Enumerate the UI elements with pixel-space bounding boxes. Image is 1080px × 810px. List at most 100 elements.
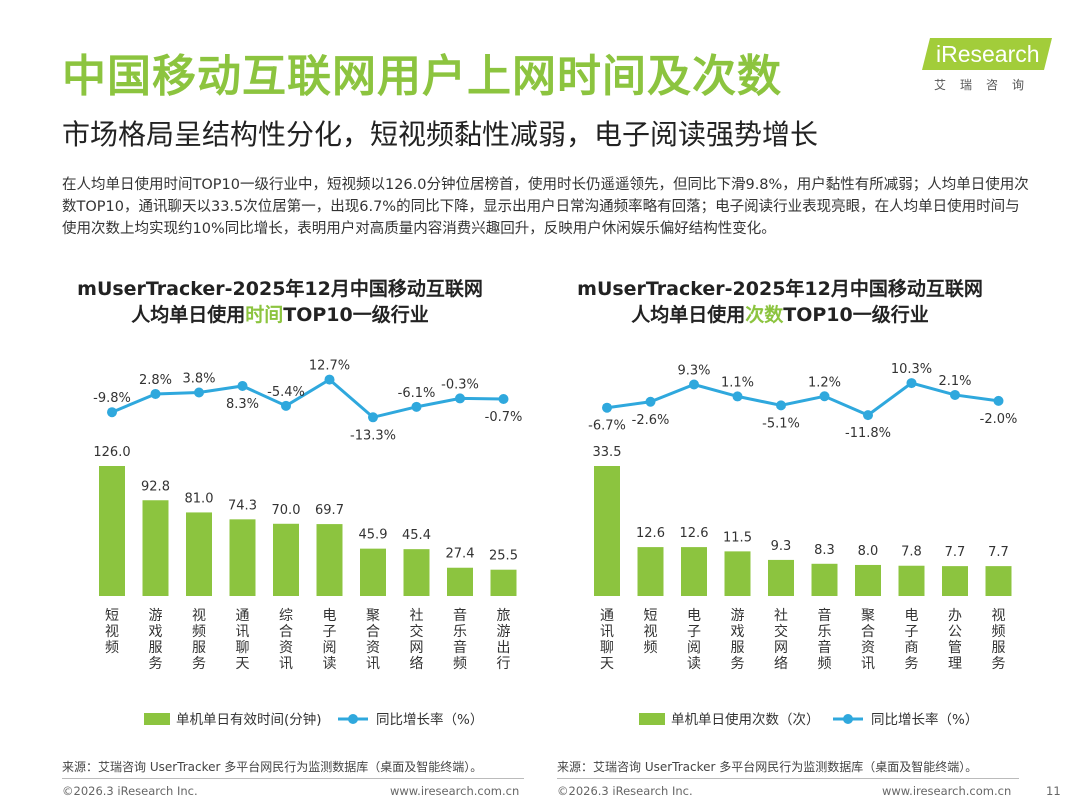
growth-point-5 <box>324 374 335 385</box>
growth-point-3 <box>237 380 248 391</box>
legend-line-marker <box>843 714 853 724</box>
footer-url-right: www.iresearch.com.cn <box>882 784 1012 798</box>
category-label-0-1: 讯 <box>600 624 614 640</box>
legend-line-marker <box>348 714 358 724</box>
growth-label-6: -13.3% <box>350 428 396 443</box>
growth-line <box>111 377 504 419</box>
growth-label-0: -6.7% <box>588 419 626 434</box>
category-label-1-2: 频 <box>644 640 658 656</box>
growth-label-7: -6.1% <box>398 386 436 401</box>
bar-8 <box>447 567 473 596</box>
category-label-6-2: 资 <box>861 640 875 656</box>
category-label-8-3: 理 <box>948 656 962 672</box>
category-label-9-2: 出 <box>497 640 511 656</box>
page-number: 11 <box>1046 784 1061 798</box>
category-label-5-0: 音 <box>818 607 832 624</box>
growth-label-7: 10.3% <box>891 362 932 377</box>
category-label-0-1: 视 <box>105 624 119 640</box>
bar-label-7: 7.8 <box>901 545 922 560</box>
category-label-5-0: 电 <box>323 608 337 624</box>
bar-label-9: 7.7 <box>988 545 1009 560</box>
category-label-0-2: 频 <box>105 640 119 656</box>
chart-count: 33.5通讯聊天12.6短视频12.6电子阅读11.5游戏服务9.3社交网络8.… <box>588 362 1017 728</box>
category-label-8-2: 管 <box>948 640 962 656</box>
bar-label-2: 12.6 <box>680 526 709 541</box>
growth-point-2 <box>689 379 699 390</box>
category-label-6-2: 资 <box>366 640 380 656</box>
legend-line-label: 同比增长率（%） <box>376 711 483 728</box>
growth-label-9: -0.7% <box>485 410 523 425</box>
category-label-9-0: 视 <box>992 608 1006 624</box>
category-label-4-0: 社 <box>774 608 788 624</box>
category-label-9-3: 务 <box>992 656 1006 672</box>
category-label-5-2: 阅 <box>323 640 337 656</box>
category-label-3-3: 天 <box>236 656 250 672</box>
category-label-5-1: 乐 <box>818 624 832 640</box>
category-label-4-3: 络 <box>774 656 788 672</box>
growth-point-6 <box>368 412 378 423</box>
bar-label-1: 12.6 <box>636 526 665 541</box>
bar-7 <box>403 549 430 596</box>
bar-label-2: 81.0 <box>185 491 214 506</box>
page-title: 中国移动互联网用户上网时间及次数 <box>62 51 782 102</box>
category-label-5-1: 子 <box>323 624 337 640</box>
category-label-6-3: 讯 <box>861 656 875 672</box>
category-label-1-2: 服 <box>149 640 163 656</box>
category-label-7-3: 务 <box>905 656 919 672</box>
category-label-9-0: 旅 <box>497 608 511 624</box>
growth-label-2: 3.8% <box>182 371 215 386</box>
category-label-3-1: 讯 <box>236 624 250 640</box>
growth-label-1: 2.8% <box>139 373 172 388</box>
bar-label-8: 27.4 <box>446 547 475 562</box>
bar-9 <box>985 566 1012 596</box>
category-label-2-2: 阅 <box>687 640 701 656</box>
category-label-2-1: 子 <box>687 624 701 640</box>
growth-point-8 <box>950 389 960 400</box>
chart-1-title-line2: 人均单日使用时间TOP10一级行业 <box>131 304 429 326</box>
category-label-7-2: 网 <box>410 640 424 656</box>
category-label-2-2: 服 <box>192 640 206 656</box>
category-label-4-0: 综 <box>279 608 293 624</box>
legend-bar-swatch <box>639 713 665 725</box>
bar-6 <box>360 548 386 596</box>
footer-copyright-left: ©2026.3 iResearch Inc. <box>62 784 198 798</box>
growth-label-2: 9.3% <box>677 364 710 379</box>
iresearch-logo: iResearch 艾瑞咨询 <box>922 38 1052 96</box>
category-label-1-0: 游 <box>149 608 163 624</box>
category-label-3-2: 服 <box>731 640 745 656</box>
growth-point-5 <box>819 391 830 402</box>
category-label-6-0: 聚 <box>366 608 380 624</box>
bar-label-1: 92.8 <box>141 479 170 494</box>
bar-label-7: 45.4 <box>402 528 431 543</box>
category-label-7-1: 子 <box>905 624 919 640</box>
growth-label-8: 2.1% <box>938 374 971 389</box>
growth-point-7 <box>411 401 422 412</box>
category-label-4-2: 网 <box>774 640 788 656</box>
chart-1-title-line1: mUserTracker-2025年12月中国移动互联网 <box>77 278 483 300</box>
bar-label-5: 8.3 <box>814 543 835 558</box>
growth-point-3 <box>732 391 743 402</box>
category-label-0-2: 聊 <box>600 640 614 656</box>
description: 在人均单日使用时间TOP10一级行业中，短视频以126.0分钟位居榜首，使用时长… <box>62 177 1029 237</box>
category-label-9-1: 游 <box>497 624 511 640</box>
category-label-6-1: 合 <box>366 624 380 640</box>
category-label-2-1: 频 <box>192 624 206 640</box>
growth-point-8 <box>455 393 465 404</box>
growth-point-9 <box>993 395 1004 406</box>
bar-label-3: 11.5 <box>723 530 752 545</box>
growth-point-0 <box>107 407 117 418</box>
growth-point-2 <box>194 387 204 398</box>
category-label-9-3: 行 <box>497 656 511 672</box>
growth-label-3: 8.3% <box>226 397 259 412</box>
category-label-3-3: 务 <box>731 656 745 672</box>
category-label-9-1: 频 <box>992 624 1006 640</box>
bar-label-5: 69.7 <box>315 503 344 518</box>
bar-label-8: 7.7 <box>945 545 966 560</box>
category-label-2-3: 务 <box>192 656 206 672</box>
growth-line <box>606 381 999 417</box>
page-subtitle: 市场格局呈结构性分化，短视频黏性减弱，电子阅读强势增长 <box>62 118 819 151</box>
footer-copyright-right: ©2026.3 iResearch Inc. <box>557 784 693 798</box>
chart-2-title-line2: 人均单日使用次数TOP10一级行业 <box>631 304 929 326</box>
category-label-7-0: 电 <box>905 608 919 624</box>
bar-9 <box>490 569 517 596</box>
